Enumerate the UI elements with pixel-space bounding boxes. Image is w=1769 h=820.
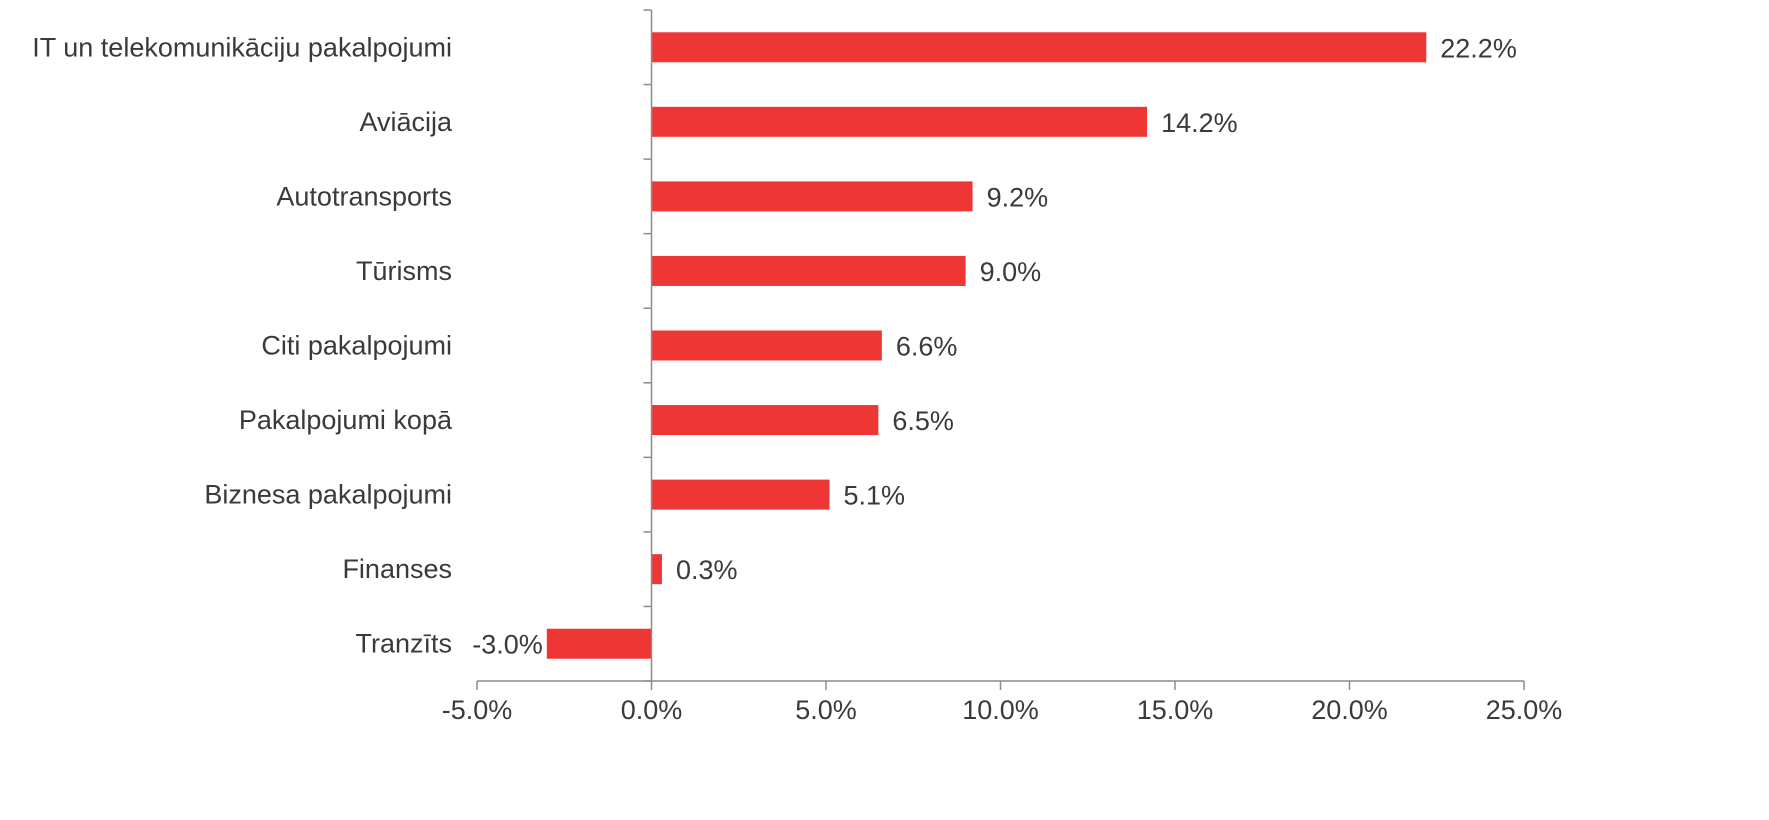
data-label-turisms: 9.0% [980,257,1042,287]
category-label-pakalpojumi-kopa: Pakalpojumi kopā [239,405,453,435]
bars-layer [546,32,1427,659]
category-label-it-un-telekomunikaciju-pakalpojumi: IT un telekomunikāciju pakalpojumi [32,32,452,62]
bar-autotransports [651,181,973,212]
category-label-tranzits: Tranzīts [355,629,452,659]
data-label-biznesa-pakalpojumi: 5.1% [843,481,905,511]
category-label-aviacija: Aviācija [359,107,453,137]
bar-citi-pakalpojumi [651,330,882,361]
x-tick-label: 20.0% [1311,695,1388,725]
data-label-tranzits: -3.0% [472,630,543,660]
bar-turisms [651,255,966,286]
x-tick-label: 10.0% [962,695,1039,725]
x-tick-label: -5.0% [442,695,513,725]
category-label-autotransports: Autotransports [276,181,452,211]
category-label-biznesa-pakalpojumi: Biznesa pakalpojumi [204,480,452,510]
bar-it-un-telekomunikaciju-pakalpojumi [651,32,1427,63]
category-label-finanses: Finanses [342,554,452,584]
bar-pakalpojumi-kopa [651,405,879,436]
category-label-turisms: Tūrisms [356,256,452,286]
x-tick-label: 0.0% [621,695,683,725]
bar-finanses [651,554,662,585]
axes-layer [476,9,1525,690]
bar-tranzits [546,628,652,659]
x-tick-label: 5.0% [795,695,857,725]
bar-biznesa-pakalpojumi [651,479,830,510]
data-label-pakalpojumi-kopa: 6.5% [892,406,954,436]
bar-aviacija [651,106,1148,137]
data-label-autotransports: 9.2% [987,182,1049,212]
data-label-aviacija: 14.2% [1161,108,1238,138]
labels-layer: IT un telekomunikāciju pakalpojumi 22.2% A… [32,32,1562,725]
data-label-citi-pakalpojumi: 6.6% [896,332,958,362]
category-label-citi-pakalpojumi: Citi pakalpojumi [261,331,452,361]
x-tick-label: 25.0% [1486,695,1563,725]
data-label-it-un-telekomunikaciju-pakalpojumi: 22.2% [1440,33,1517,63]
data-label-finanses: 0.3% [676,555,738,585]
x-tick-label: 15.0% [1137,695,1214,725]
